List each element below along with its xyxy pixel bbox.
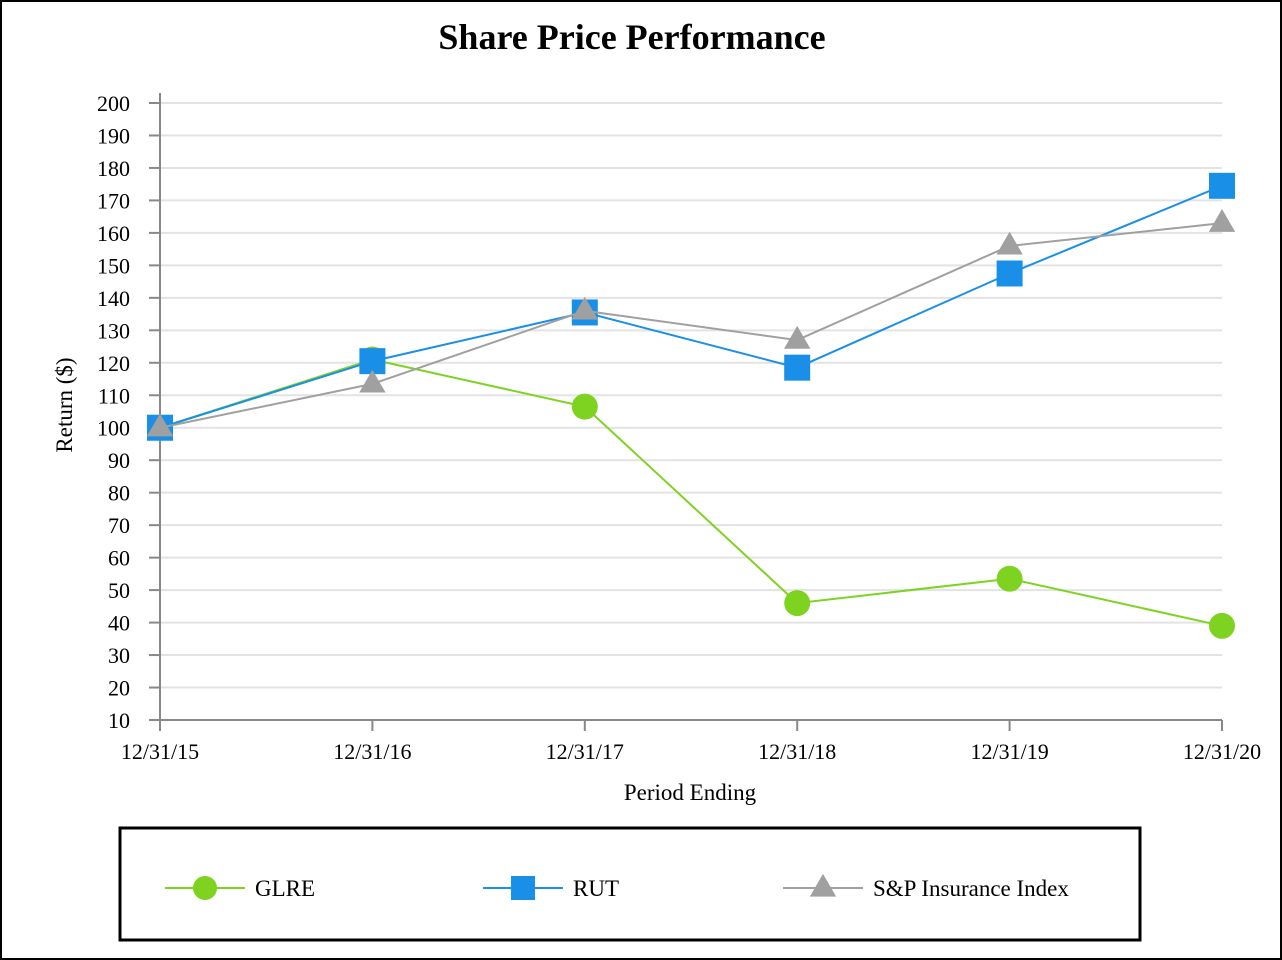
series-lines [146, 172, 1236, 639]
y-tick-label: 60 [108, 546, 130, 571]
data-point [359, 369, 386, 393]
data-point [784, 590, 811, 617]
y-tick-label: 110 [98, 383, 130, 408]
y-axis-label: Return ($) [52, 357, 77, 452]
y-tick-label: 160 [97, 221, 130, 246]
data-point [784, 325, 811, 349]
legend-marker [809, 873, 837, 897]
legend-marker [193, 876, 217, 900]
x-axis-label: Period Ending [624, 780, 757, 805]
y-tick-label: 70 [108, 513, 130, 538]
series-rut [147, 172, 1235, 441]
series-s-p-insurance-index [146, 209, 1236, 437]
legend-label: RUT [573, 876, 619, 901]
y-tick-label: 180 [97, 156, 130, 181]
series-line [159, 358, 1223, 627]
axes [149, 93, 1223, 731]
x-tick-label: 12/31/17 [546, 739, 624, 764]
series-line [159, 184, 1223, 429]
y-tick-label: 90 [108, 448, 130, 473]
data-point [996, 231, 1023, 255]
y-tick-label: 190 [97, 123, 130, 148]
data-point [571, 296, 598, 320]
y-tick-label: 170 [97, 188, 130, 213]
legend-item: S&P Insurance Index [783, 873, 1069, 901]
y-tick-label: 50 [108, 578, 130, 603]
data-point [1209, 172, 1235, 199]
legend-item: RUT [483, 876, 619, 901]
data-point [571, 393, 598, 420]
y-tick-label: 20 [108, 676, 130, 701]
x-tick-label: 12/31/19 [970, 739, 1048, 764]
data-point [784, 354, 811, 381]
data-point [146, 413, 174, 437]
data-point [996, 260, 1023, 287]
data-point [996, 565, 1023, 592]
chart-title: Share Price Performance [438, 17, 825, 57]
y-tick-label: 140 [97, 286, 130, 311]
series-line [159, 222, 1223, 429]
x-tick-label: 12/31/15 [121, 739, 199, 764]
legend-marker [511, 876, 535, 900]
y-tick-label: 150 [97, 253, 130, 278]
y-tick-label: 130 [97, 318, 130, 343]
legend-item: GLRE [165, 876, 315, 901]
x-tick-label: 12/31/18 [758, 739, 836, 764]
y-tick-label: 30 [108, 643, 130, 668]
legend-label: GLRE [255, 876, 315, 901]
legend-box [118, 826, 1142, 942]
x-tick-label: 12/31/20 [1183, 739, 1261, 764]
y-tick-label: 40 [108, 611, 130, 636]
y-tick-label: 120 [97, 351, 130, 376]
y-tick-label: 80 [108, 481, 130, 506]
legend: GLRE RUT S&P Insurance Index [118, 826, 1142, 942]
y-tick-label: 10 [108, 708, 130, 733]
data-point [1208, 209, 1236, 232]
grid-lines [160, 102, 1222, 689]
data-point [1209, 612, 1235, 639]
legend-label: S&P Insurance Index [873, 876, 1069, 901]
x-tick-label: 12/31/16 [333, 739, 411, 764]
y-tick-label: 100 [97, 416, 130, 441]
tick-labels: 10 20 30 40 50 60 70 80 90 100 110 120 130 140 150 160 1… [97, 91, 1261, 764]
y-tick-label: 200 [97, 91, 130, 116]
